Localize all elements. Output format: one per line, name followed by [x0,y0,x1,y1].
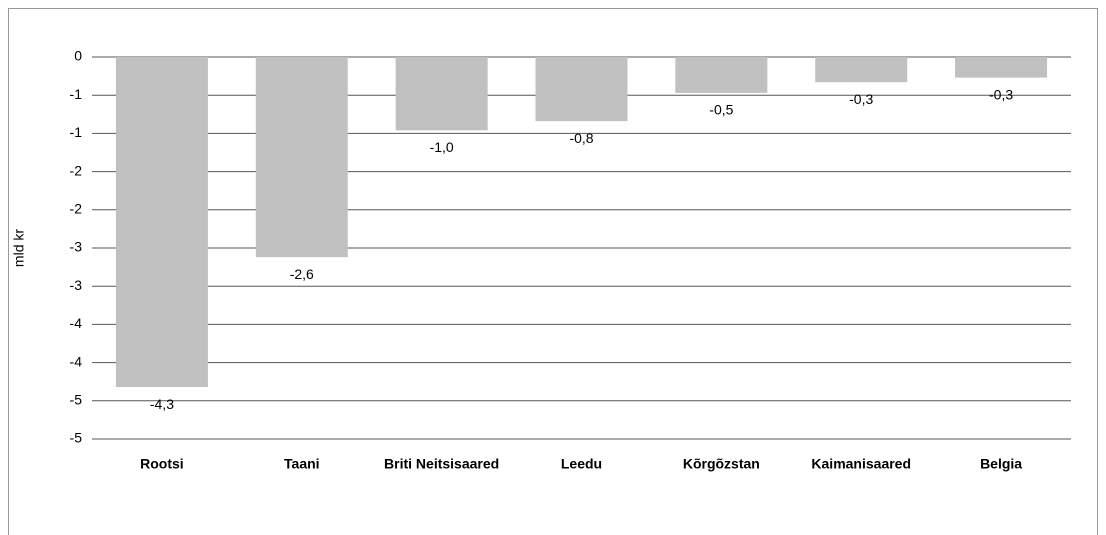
bar [955,57,1048,78]
y-axis-label: mld kr [11,229,27,267]
x-tick-label: Rootsi [140,456,184,472]
x-tick-label: Briti Neitsisaared [384,456,499,472]
x-tick-label: Leedu [561,456,602,472]
y-tick-label: -2 [70,201,83,217]
data-label: -0,3 [989,86,1013,102]
data-label: -1,0 [430,139,454,155]
y-tick-label: -5 [70,392,83,408]
data-label: -0,3 [849,91,873,107]
y-tick-label: -3 [70,277,83,293]
y-tick-label: -1 [70,124,83,140]
y-tick-label: -1 [70,86,83,102]
y-tick-label: -3 [70,239,83,255]
x-tick-label: Taani [284,456,320,472]
data-label: -0,8 [569,130,593,146]
data-label: -0,5 [709,102,733,118]
y-tick-label: -4 [70,353,83,369]
bar [255,57,348,258]
y-tick-label: -4 [70,315,83,331]
data-label: -2,6 [290,266,314,282]
y-tick-label: -5 [70,430,83,446]
x-tick-label: Kaimanisaared [811,456,911,472]
x-tick-label: Belgia [980,456,1022,472]
chart-frame [8,8,1098,535]
bar [115,57,208,388]
x-tick-label: Kõrgõzstan [683,456,760,472]
bar [675,57,768,93]
y-tick-label: 0 [74,48,82,64]
bar [535,57,628,122]
y-tick-label: -2 [70,162,83,178]
data-label: -4,3 [150,396,174,412]
bar [815,57,908,83]
bar [395,57,488,131]
